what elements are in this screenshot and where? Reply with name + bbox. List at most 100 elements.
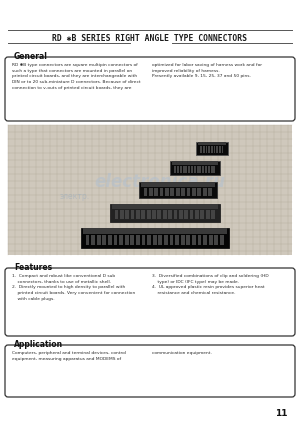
- Bar: [97, 235, 101, 245]
- Bar: [120, 210, 124, 219]
- Bar: [147, 210, 151, 219]
- Bar: [211, 146, 213, 153]
- Bar: [202, 166, 204, 173]
- Bar: [152, 210, 156, 219]
- Bar: [208, 146, 210, 153]
- Bar: [208, 166, 210, 173]
- Bar: [170, 187, 174, 196]
- Bar: [200, 210, 204, 219]
- Bar: [181, 187, 185, 196]
- Bar: [198, 142, 226, 145]
- Bar: [158, 235, 162, 245]
- Bar: [185, 166, 188, 173]
- Bar: [141, 182, 215, 187]
- Text: optimized for labor saving of harness work and for
improved reliability of harne: optimized for labor saving of harness wo…: [152, 63, 262, 78]
- Bar: [211, 210, 215, 219]
- Bar: [196, 142, 228, 155]
- Bar: [205, 166, 207, 173]
- Text: 3.  Diversified combinations of clip and soldering (HD
    type) or IDC (IFC typ: 3. Diversified combinations of clip and …: [152, 274, 268, 295]
- Bar: [206, 146, 208, 153]
- FancyBboxPatch shape: [5, 345, 295, 397]
- Bar: [174, 210, 177, 219]
- Bar: [130, 210, 134, 219]
- Text: communication equipment.: communication equipment.: [152, 351, 212, 355]
- Bar: [220, 235, 224, 245]
- Bar: [190, 210, 194, 219]
- Bar: [8, 125, 292, 255]
- Bar: [149, 187, 153, 196]
- Bar: [164, 235, 168, 245]
- Bar: [200, 166, 201, 173]
- Text: 11: 11: [275, 409, 288, 418]
- Bar: [168, 210, 172, 219]
- Text: 1.  Compact and robust like conventional D sub
    connectors, thanks to use of : 1. Compact and robust like conventional …: [12, 274, 135, 300]
- Text: RD ✱B SERIES RIGHT ANGLE TYPE CONNECTORS: RD ✱B SERIES RIGHT ANGLE TYPE CONNECTORS: [52, 34, 247, 43]
- Bar: [214, 235, 218, 245]
- Bar: [81, 228, 229, 248]
- Bar: [177, 166, 179, 173]
- Bar: [139, 182, 217, 198]
- Bar: [115, 210, 118, 219]
- Bar: [184, 210, 188, 219]
- Bar: [192, 187, 196, 196]
- Bar: [119, 235, 123, 245]
- Bar: [203, 187, 206, 196]
- Bar: [187, 187, 190, 196]
- Bar: [175, 235, 179, 245]
- Bar: [169, 235, 173, 245]
- Bar: [192, 235, 196, 245]
- Bar: [172, 161, 218, 165]
- Bar: [163, 210, 166, 219]
- Bar: [165, 187, 169, 196]
- Bar: [160, 187, 164, 196]
- Text: Features: Features: [14, 263, 52, 272]
- Bar: [208, 187, 212, 196]
- Bar: [125, 235, 129, 245]
- Bar: [147, 235, 151, 245]
- Bar: [206, 210, 210, 219]
- FancyBboxPatch shape: [5, 57, 295, 121]
- Bar: [114, 235, 118, 245]
- Bar: [222, 146, 224, 153]
- Bar: [110, 204, 220, 222]
- Bar: [130, 235, 134, 245]
- Bar: [154, 187, 158, 196]
- Bar: [91, 235, 95, 245]
- Bar: [153, 235, 157, 245]
- Text: General: General: [14, 52, 48, 61]
- Text: Application: Application: [14, 340, 63, 349]
- Text: электр.: электр.: [60, 192, 90, 201]
- Bar: [108, 235, 112, 245]
- Bar: [216, 146, 218, 153]
- Bar: [183, 166, 184, 173]
- Bar: [136, 235, 140, 245]
- Bar: [176, 187, 180, 196]
- Text: RD ✱B type connectors are square multipin connectors of
such a type that connect: RD ✱B type connectors are square multipi…: [12, 63, 141, 90]
- Bar: [214, 166, 215, 173]
- Bar: [197, 187, 201, 196]
- Bar: [211, 166, 213, 173]
- Bar: [179, 210, 183, 219]
- Bar: [198, 235, 202, 245]
- Bar: [195, 210, 199, 219]
- Bar: [125, 210, 129, 219]
- Bar: [209, 235, 213, 245]
- Bar: [158, 210, 161, 219]
- Bar: [180, 166, 182, 173]
- Bar: [219, 146, 221, 153]
- Bar: [203, 235, 207, 245]
- Text: Computers, peripheral and terminal devices, control
equipment, measuring apparat: Computers, peripheral and terminal devic…: [12, 351, 126, 361]
- Bar: [200, 146, 202, 153]
- Bar: [174, 166, 176, 173]
- Bar: [203, 146, 205, 153]
- Bar: [143, 187, 147, 196]
- Bar: [112, 204, 218, 210]
- Bar: [83, 228, 227, 234]
- Bar: [141, 210, 145, 219]
- Bar: [142, 235, 146, 245]
- Bar: [186, 235, 190, 245]
- Bar: [102, 235, 106, 245]
- Bar: [85, 235, 89, 245]
- Bar: [191, 166, 193, 173]
- Bar: [197, 166, 199, 173]
